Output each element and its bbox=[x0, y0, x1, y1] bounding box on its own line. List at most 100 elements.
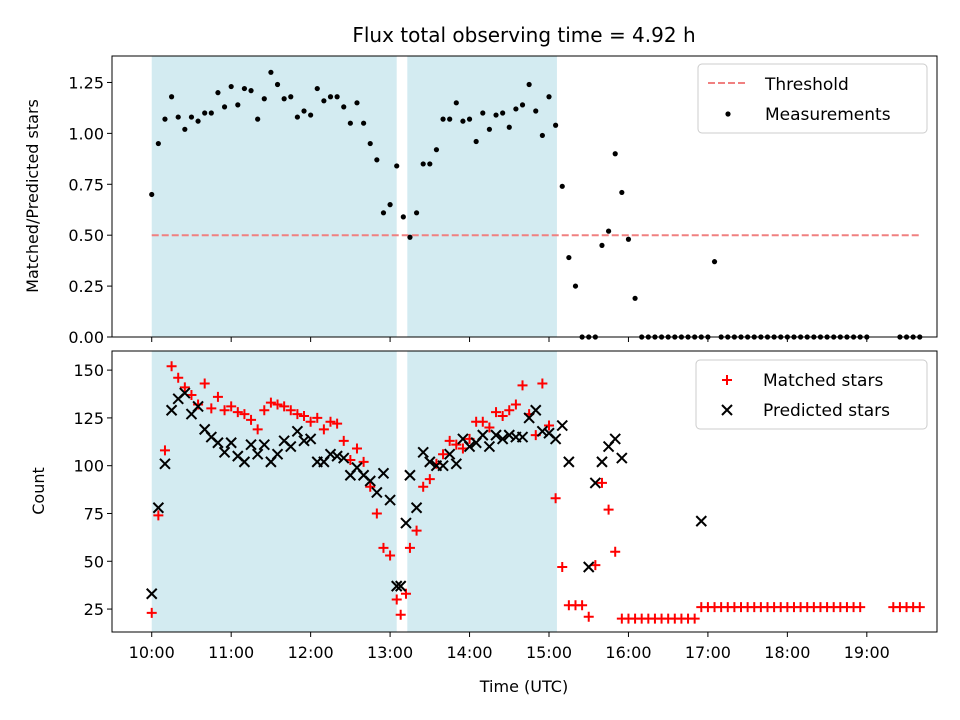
predicted-star-point-13 bbox=[225, 437, 237, 449]
matched-star-point-17 bbox=[252, 424, 263, 435]
measurement-point-60 bbox=[539, 132, 545, 139]
measurement-point-29 bbox=[334, 94, 340, 100]
ratio-x-ticks bbox=[151, 337, 868, 342]
measurement-point-62 bbox=[553, 122, 559, 128]
measurement-point-45 bbox=[440, 116, 446, 122]
predicted-star-point-72 bbox=[695, 515, 707, 527]
matched-star-point-70 bbox=[596, 477, 607, 488]
matched-star-point-44 bbox=[424, 474, 435, 485]
y-tick-label-0-25: 0.25 bbox=[68, 277, 104, 296]
measurement-point-3 bbox=[162, 116, 168, 122]
observing-windows bbox=[151, 56, 557, 337]
measurement-point-30 bbox=[341, 104, 347, 110]
measurement-point-10 bbox=[208, 110, 214, 116]
matched-star-point-35 bbox=[371, 508, 382, 519]
measurement-point-56 bbox=[513, 106, 519, 112]
predicted-star-point-35 bbox=[371, 486, 383, 499]
predicted-star-point-39 bbox=[394, 580, 407, 592]
measurement-point-18 bbox=[261, 96, 267, 102]
measurement-point-6 bbox=[182, 126, 188, 132]
measurement-point-58 bbox=[526, 81, 532, 88]
matched-star-point-22 bbox=[285, 405, 296, 416]
x-tick-label-15-00: 15:00 bbox=[526, 643, 572, 662]
measurement-point-69 bbox=[599, 242, 605, 248]
predicted-star-point-41 bbox=[404, 469, 416, 481]
matched-star-point-55 bbox=[497, 410, 508, 421]
measurement-point-27 bbox=[321, 98, 327, 104]
legend-predicted-label: Predicted stars bbox=[763, 401, 890, 421]
matched-star-point-34 bbox=[365, 481, 376, 492]
y-tick-label-25: 25 bbox=[84, 600, 104, 619]
y-tick-label-0-00: 0.00 bbox=[68, 328, 104, 347]
measurement-point-42 bbox=[420, 161, 426, 167]
predicted-star-point-40 bbox=[400, 517, 412, 529]
measurement-point-38 bbox=[394, 163, 400, 169]
matched-star-point-18 bbox=[259, 405, 270, 416]
predicted-star-point-18 bbox=[258, 438, 270, 451]
matched-star-point-21 bbox=[279, 401, 290, 412]
predicted-star-point-29 bbox=[331, 450, 343, 462]
predicted-star-point-34 bbox=[364, 475, 376, 487]
predicted-star-point-44 bbox=[424, 456, 436, 468]
predicted-star-point-20 bbox=[271, 448, 284, 460]
matched-star-point-72 bbox=[610, 546, 621, 557]
matched-star-point-15 bbox=[239, 409, 250, 420]
observing-windows-count bbox=[151, 351, 557, 632]
measurement-point-13 bbox=[228, 83, 234, 90]
predicted-star-point-68 bbox=[596, 456, 608, 468]
matched-star-point-13 bbox=[226, 401, 237, 412]
y-tick-label-150: 150 bbox=[73, 361, 104, 380]
measurement-point-86 bbox=[711, 259, 718, 265]
measurements-points bbox=[149, 69, 923, 340]
predicted-star-point-3 bbox=[159, 458, 171, 470]
predicted-star-point-53 bbox=[483, 440, 496, 453]
predicted-star-point-64 bbox=[556, 419, 568, 432]
measurement-point-65 bbox=[572, 283, 579, 289]
time-x-axis: 10:00 11:00 12:00 13:00 14:00 15:00 16:00 17:00… bbox=[129, 632, 890, 662]
measurement-point-26 bbox=[314, 85, 320, 92]
observing-window-2 bbox=[407, 351, 557, 632]
matched-star-point-24 bbox=[299, 410, 310, 421]
count-y-axis-label: Count bbox=[29, 467, 48, 515]
measurement-point-43 bbox=[427, 161, 433, 167]
measurement-point-61 bbox=[546, 94, 552, 100]
matched-star-point-32 bbox=[351, 443, 362, 454]
observing-window-1 bbox=[151, 56, 397, 337]
ratio-y-axis: 0.00 0.25 0.50 0.75 1.00 1.25 bbox=[68, 73, 112, 347]
predicted-star-point-6 bbox=[179, 387, 191, 399]
measurement-point-55 bbox=[506, 124, 512, 130]
measurement-point-33 bbox=[361, 120, 367, 126]
predicted-star-point-11 bbox=[212, 437, 224, 449]
matched-star-point-42 bbox=[411, 525, 422, 536]
measurement-point-73 bbox=[625, 236, 632, 242]
measurement-point-2 bbox=[155, 140, 161, 147]
predicted-star-point-15 bbox=[238, 456, 251, 468]
matched-star-point-33 bbox=[358, 456, 369, 467]
predicted-star-point-58 bbox=[516, 431, 529, 443]
predicted-star-point-50 bbox=[463, 440, 476, 453]
ratio-plot-frame bbox=[111, 55, 938, 338]
measurement-point-15 bbox=[241, 85, 248, 92]
measurement-point-17 bbox=[255, 116, 261, 122]
x-tick-label-10-00: 10:00 bbox=[129, 643, 175, 662]
matched-star-point-68 bbox=[583, 611, 594, 622]
matched-star-point-58 bbox=[517, 380, 528, 391]
measurement-point-8 bbox=[195, 118, 201, 124]
measurement-point-59 bbox=[533, 108, 539, 114]
measurement-point-50 bbox=[473, 138, 479, 145]
matched-star-point-25 bbox=[305, 416, 316, 427]
predicted-star-point-2 bbox=[152, 502, 165, 514]
matched-star-point-9 bbox=[199, 378, 210, 389]
predicted-star-point-47 bbox=[443, 448, 456, 460]
measurement-point-28 bbox=[327, 94, 334, 100]
predicted-star-point-1 bbox=[146, 588, 158, 600]
count-plot-frame bbox=[111, 350, 938, 633]
matched-star-point-54 bbox=[491, 407, 502, 418]
measurement-point-44 bbox=[433, 147, 440, 153]
predicted-star-point-36 bbox=[377, 467, 390, 480]
measurement-point-49 bbox=[466, 116, 473, 122]
measurement-point-46 bbox=[447, 116, 453, 122]
x-tick-label-11-00: 11:00 bbox=[208, 643, 254, 662]
matched-star-point-41 bbox=[404, 542, 415, 553]
measurement-point-35 bbox=[374, 157, 380, 163]
